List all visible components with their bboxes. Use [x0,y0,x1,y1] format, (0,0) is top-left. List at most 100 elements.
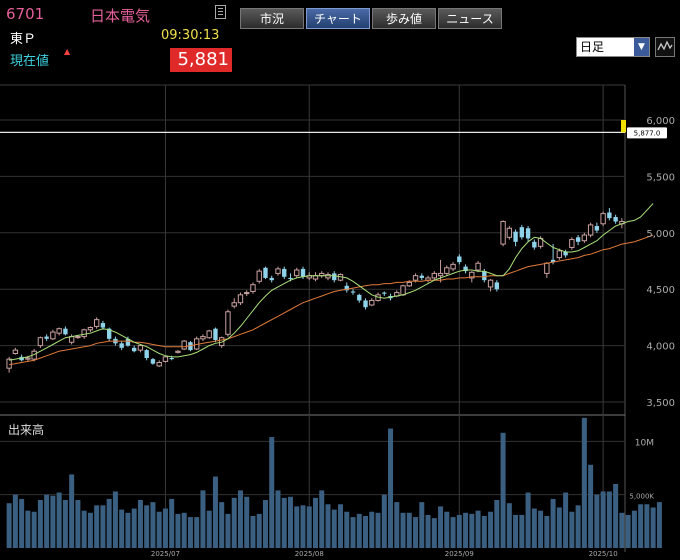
current-price-marker [621,120,626,133]
candle-up [206,330,212,339]
volume-bar [181,512,187,548]
current-price-tag [627,127,667,139]
candle-down [131,347,137,352]
volume-bar [37,500,43,548]
volume-bar [119,509,125,548]
volume-bar [356,513,362,548]
volume-bar [25,510,31,548]
candle-down [213,328,218,340]
volume-bar [175,513,181,548]
volume-bar [494,500,500,548]
volume-bar [319,490,325,548]
candle-up [600,213,606,225]
volume-bar [312,497,319,548]
volume-bar [194,517,200,548]
tab-news[interactable]: ニュース [438,8,502,29]
candle-up [225,311,231,335]
tab-chart[interactable]: チャート [306,8,370,29]
candle-down [525,228,531,239]
volume-bar [369,511,375,548]
candle-up [175,350,181,353]
volume-bar [506,503,512,548]
current-price-tag-label: 5,877.0 [634,129,661,137]
candle-up [181,340,187,350]
volume-bar [62,500,68,548]
volume-bar [500,432,506,548]
tab-trades[interactable]: 歩み値 [372,8,436,29]
volume-bar [212,476,218,548]
candle-up [250,284,256,292]
volume-bar [81,510,87,548]
candle-down [125,338,131,346]
volume-bar [200,490,206,548]
volume-tick-label: 5,000K [629,493,654,501]
volume-bar [531,508,537,548]
chevron-down-icon[interactable]: ▼ [634,38,649,56]
candle-up [294,269,300,277]
price-tick-label: 5,500 [646,172,675,183]
volume-bar [631,510,637,548]
candle-up [581,234,588,242]
volume-bar [156,511,162,548]
candle-up [87,327,94,331]
candle-up [475,262,481,271]
volume-bar [588,464,594,548]
volume-bar [275,490,281,548]
candle-down [457,256,462,263]
period-select[interactable]: 日足 ▼ [576,37,650,57]
candle-up [444,267,450,274]
candle-up [231,302,237,307]
candle-up [162,356,169,362]
volume-bar [112,491,118,548]
candle-down [575,237,581,242]
volume-title: 出来高 [8,422,44,437]
volume-bar [638,504,644,548]
volume-bar [419,502,425,548]
volume-bar [650,507,656,548]
memo-icon[interactable] [215,5,226,19]
candle-down [263,267,268,278]
candle-up [93,319,100,327]
candle-up [431,272,437,279]
candle-down [382,292,387,294]
volume-bar [438,506,444,548]
candle-down [519,227,525,238]
market-label: 東Ｐ [10,32,37,47]
volume-bar [613,484,619,548]
candle-up [506,227,513,238]
candle-up [25,357,31,360]
volume-bar [250,516,256,548]
candle-up [369,299,375,306]
price-tick-label: 6,000 [646,116,675,127]
candle-up [400,285,406,296]
volume-bar [150,502,156,548]
volume-bar [513,514,519,548]
stock-name: 日本電気 [90,7,151,25]
candle-down [532,241,537,248]
volume-bar [406,512,412,548]
volume-bar [325,504,331,548]
price-tick-label: 4,500 [646,285,675,296]
volume-bar [656,502,662,548]
candle-down [150,359,156,364]
candle-up [437,272,444,277]
volume-bar [125,512,131,548]
volume-bar [463,512,469,548]
volume-bar [581,417,587,548]
candle-up [544,262,550,274]
volume-bar [444,511,450,548]
volume-bar [644,504,650,548]
volume-bar [169,498,175,548]
price-tick-label: 5,000 [646,229,675,240]
candle-up [412,275,419,281]
volume-bar [563,492,569,548]
candle-down [463,266,468,272]
volume-bar [31,511,37,548]
current-price-label: 現在値 [10,54,50,69]
up-arrow-icon: ▲ [64,47,71,56]
tab-market[interactable]: 市況 [240,8,304,29]
candle-up [68,336,75,343]
line-chart-icon[interactable] [655,37,675,57]
current-price: 5,881 [170,48,232,72]
candle-down [363,300,368,308]
